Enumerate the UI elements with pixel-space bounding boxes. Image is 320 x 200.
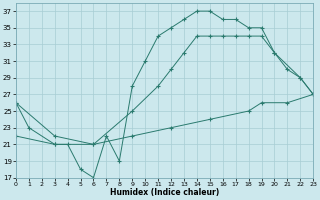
X-axis label: Humidex (Indice chaleur): Humidex (Indice chaleur) — [110, 188, 219, 197]
